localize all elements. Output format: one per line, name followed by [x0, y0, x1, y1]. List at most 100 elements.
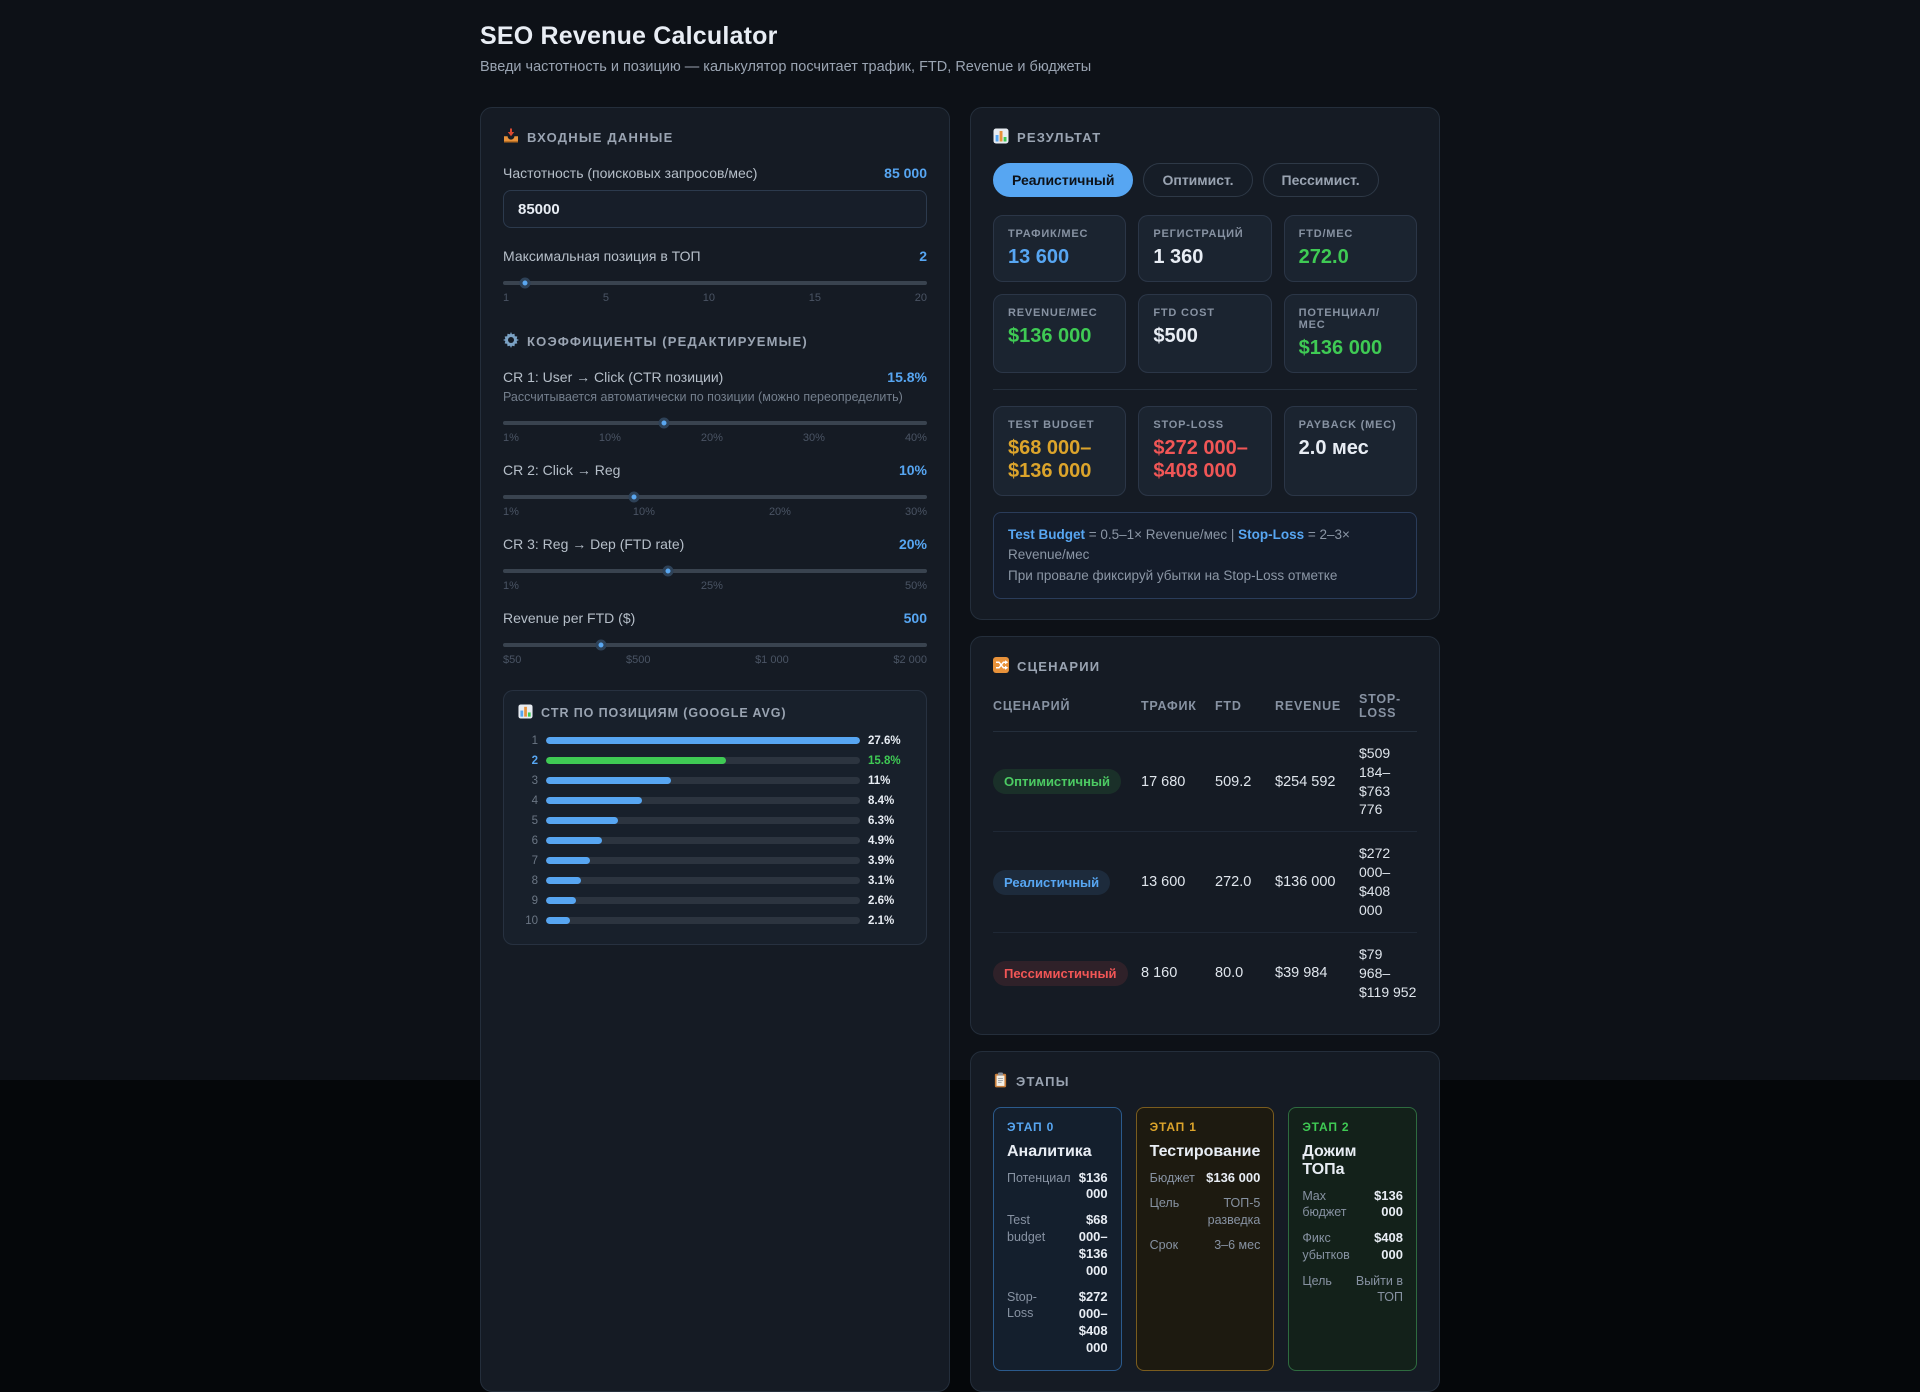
cell-revenue: $254 592 [1275, 773, 1336, 790]
ctr-row-2: 2 15.8% [518, 752, 912, 769]
ctr-bar-fill [546, 837, 602, 844]
cr-slider-3-handle[interactable] [662, 565, 673, 577]
stage-row: Цель ТОП-5 разведка [1150, 1195, 1261, 1228]
stage-row-value: $136 000 [1206, 1169, 1261, 1185]
ctr-value: 2.1% [868, 914, 895, 927]
stage-row-value: 3–6 мес [1214, 1237, 1261, 1252]
ctr-value: 27.6% [868, 734, 901, 747]
tick-label: 1% [503, 580, 519, 592]
cr-slider-2-value: 10% [898, 462, 927, 478]
divider [993, 389, 1417, 390]
ctr-position: 2 [531, 754, 538, 767]
cr-slider-1-label: CR 1: User → Click (CTR позиции) [503, 369, 724, 385]
frequency-input[interactable] [503, 190, 927, 228]
ctr-position: 3 [531, 774, 538, 787]
ctr-bar-track [546, 817, 860, 824]
stage-row-value: $136 000 [1374, 1187, 1403, 1220]
ctr-bar-fill [546, 897, 576, 904]
metric-label: FTD/МЕС [1298, 228, 1354, 240]
ctr-position: 7 [531, 854, 538, 867]
stage-card-1: ЭТАП 1 Тестирование Бюджет $136 000 Цель ТОП-… [1135, 1106, 1275, 1372]
stage-row-key: Бюджет [1149, 1170, 1195, 1185]
ctr-bar-track [546, 757, 860, 764]
cell-traffic: 8 160 [1141, 965, 1178, 982]
results-panel: РЕЗУЛЬТАТ Реалистичный Оптимист. Пессимист… [970, 107, 1440, 620]
cell-stoploss: $272 000– $408 000 [1359, 845, 1391, 918]
ctr-value: 3.9% [868, 854, 895, 867]
ctr-position: 8 [531, 874, 538, 887]
cr-slider-2-label: CR 2: Click → Reg [503, 462, 621, 478]
ctr-bar-fill [546, 817, 618, 824]
metric-value: $272 000– $408 000 [1153, 437, 1248, 482]
cr-slider-1-handle[interactable] [658, 417, 670, 429]
page-container: SEO Revenue Calculator Введи частотность… [480, 0, 1440, 1392]
budget-note-line2: При провале фиксируй убытки на Stop-Loss… [1008, 567, 1338, 583]
cell-stoploss: $79 968– $119 952 [1359, 945, 1417, 1000]
scenario-badge: Пессимистичный [993, 960, 1128, 986]
input-section-header: ВХОДНЫЕ ДАННЫЕ [503, 128, 927, 147]
tick-label: $50 [503, 654, 522, 666]
cr-slider-3-label: CR 3: Reg → Dep (FTD rate) [503, 536, 685, 552]
stage-row-key: Max бюджет [1302, 1188, 1347, 1219]
scenarios-table: СЦЕНАРИЙ ТРАФИК FTD REVENUE STOP-LOSS Оптими… [993, 692, 1417, 1014]
ctr-bar-track [546, 837, 860, 844]
ctr-row-5: 5 6.3% [518, 812, 912, 829]
ctr-bar-track [546, 897, 860, 904]
tick-label: 20 [914, 292, 927, 304]
stage-row-key: Stop-Loss [1007, 1289, 1037, 1321]
clipboard-icon [993, 1072, 1008, 1091]
stage-row-value: $408 000 [1374, 1230, 1403, 1263]
tick-label: 20% [768, 506, 791, 518]
cr-slider-4: Revenue per FTD ($) 500 $50 $500 $1 000 $2 00… [503, 610, 927, 666]
input-panel: ВХОДНЫЕ ДАННЫЕ Частотность (поисковых за… [480, 107, 950, 1392]
tick-label: $2 000 [893, 654, 927, 666]
ctr-bar-track [546, 857, 860, 864]
tick-label: 1% [503, 432, 519, 444]
frequency-label-row: Частотность (поисковых запросов/мес) 85 … [503, 165, 927, 181]
cr-slider-4-handle[interactable] [595, 639, 607, 651]
cr-slider-3-ticks: 1% 25% 50% [503, 580, 927, 592]
position-slider-track[interactable] [503, 277, 927, 289]
results-section-header: РЕЗУЛЬТАТ [993, 128, 1417, 147]
stage-row-value: ТОП-5 разведка [1207, 1196, 1261, 1227]
scenario-tab-2[interactable]: Пессимист. [1262, 163, 1379, 197]
stage-row-key: Срок [1149, 1237, 1179, 1252]
cr-slider-1-track[interactable] [503, 417, 927, 429]
ctr-value: 2.6% [868, 894, 895, 907]
stage-row-key: Фикс убытков [1302, 1231, 1350, 1262]
tick-label: 1 [503, 292, 510, 304]
cell-ftd: 80.0 [1215, 965, 1244, 982]
scenario-tab-0[interactable]: Реалистичный [993, 163, 1134, 197]
metric-card: REVENUE/МЕС $136 000 [993, 294, 1127, 373]
metric-card: STOP-LOSS $272 000– $408 000 [1138, 406, 1272, 496]
cr-slider-2-track[interactable] [503, 491, 927, 503]
cr-slider-3-track[interactable] [503, 565, 927, 577]
scenario-badge: Реалистичный [993, 869, 1111, 895]
cr-slider-2-handle[interactable] [628, 491, 640, 503]
metric-label: PAYBACK (МЕС) [1298, 419, 1397, 431]
cr-slider-4-ticks: $50 $500 $1 000 $2 000 [503, 654, 927, 666]
cr-slider-1-value: 15.8% [887, 369, 927, 385]
ctr-row-4: 4 8.4% [518, 792, 912, 809]
metric-value: $68 000– $136 000 [1008, 437, 1092, 482]
bar-chart-icon [993, 128, 1009, 147]
ctr-chart-box: CTR ПО ПОЗИЦИЯМ (GOOGLE AVG) 1 27.6% 2 15.8… [503, 690, 927, 945]
bar-chart-icon [518, 704, 533, 722]
stage-tag: ЭТАП 0 [1007, 1119, 1055, 1134]
ctr-bar-fill [546, 757, 726, 764]
metric-label: STOP-LOSS [1153, 419, 1224, 431]
ctr-value: 15.8% [868, 754, 901, 767]
scenarios-section-header: СЦЕНАРИИ [993, 656, 1417, 676]
ctr-bar-track [546, 877, 860, 884]
stage-row-key: Потенциал [1007, 1170, 1071, 1185]
cr-slider-4-track[interactable] [503, 639, 927, 651]
cr-slider-1-note: Рассчитывается автоматически по позиции … [503, 390, 903, 404]
scenario-tabbar: Реалистичный Оптимист. Пессимист. [993, 163, 1417, 197]
metric-value: $136 000 [1008, 325, 1092, 347]
ctr-bar-fill [546, 857, 591, 864]
scenario-tab-1[interactable]: Оптимист. [1143, 163, 1253, 197]
cr-slider-4-value: 500 [903, 610, 927, 626]
ctr-row-8: 8 3.1% [518, 872, 912, 889]
ctr-row-10: 10 2.1% [518, 912, 912, 929]
position-slider-handle[interactable] [519, 277, 531, 289]
